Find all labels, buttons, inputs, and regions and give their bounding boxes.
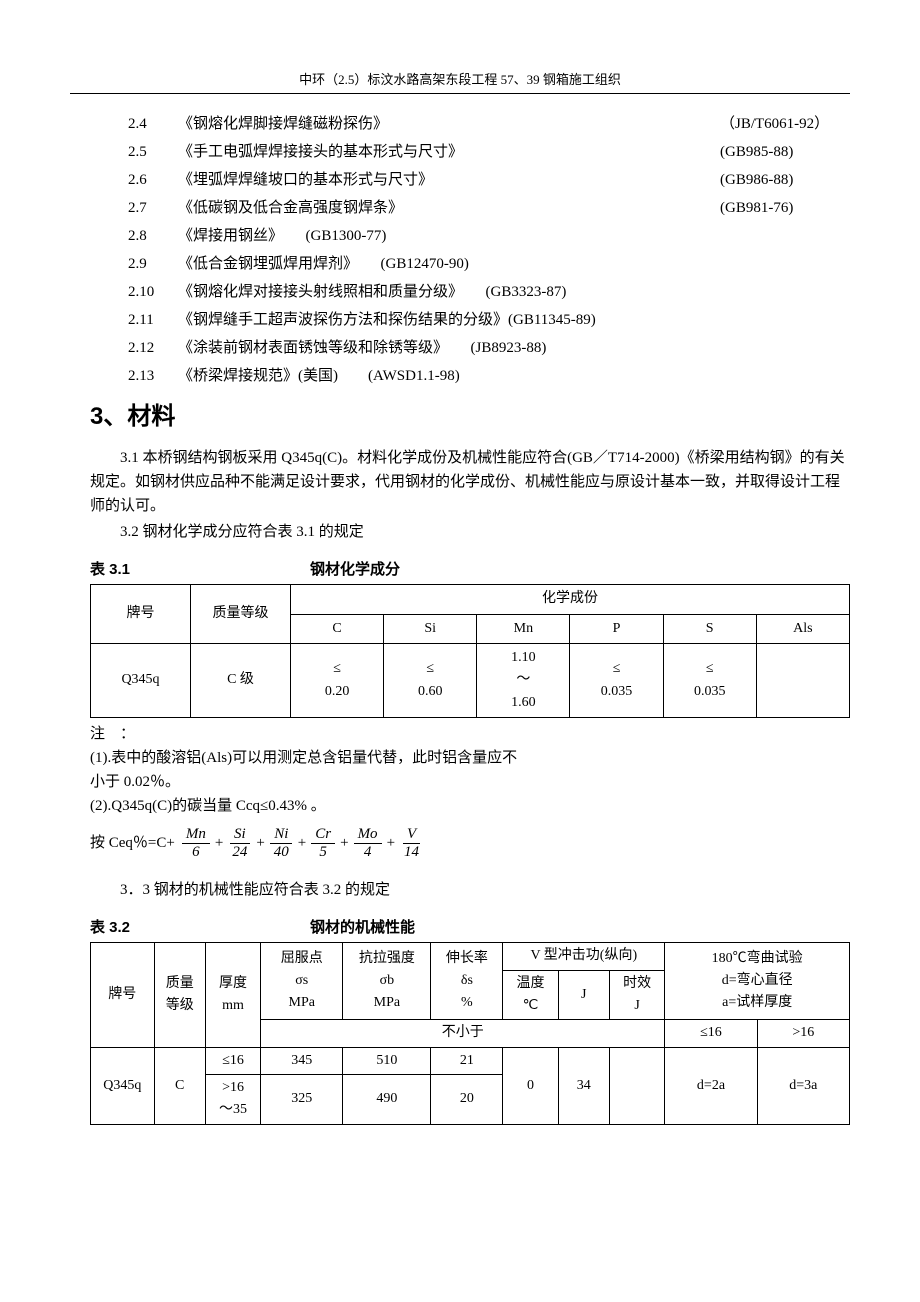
t1-h-brand: 牌号 xyxy=(91,585,191,644)
frac: Cr5 xyxy=(311,826,335,860)
t1-col: C xyxy=(291,614,384,643)
table-3-1: 牌号 质量等级 化学成份 C Si Mn P S Als Q345q C 级 ≤… xyxy=(90,584,850,718)
table-3-1-label: 表 3.1 钢材化学成分 xyxy=(90,558,850,582)
t2-h: 不小于 xyxy=(261,1020,665,1047)
t2-cell: d=2a xyxy=(665,1047,757,1124)
t2-cell: >16 ～35 xyxy=(205,1075,260,1125)
t1-cell: ≤ 0.20 xyxy=(291,643,384,717)
t2-cell xyxy=(609,1047,664,1124)
ref-row: 2.7《低碳钢及低合金高强度钢焊条》(GB981-76) xyxy=(128,196,850,220)
t2-cell: C xyxy=(154,1047,205,1124)
ref-code: （JB/T6061-92） xyxy=(720,112,850,136)
frac: V14 xyxy=(400,826,423,860)
t2-h: V 型冲击功(纵向) xyxy=(503,943,665,970)
t2-cell: ≤16 xyxy=(205,1047,260,1074)
formula-lead: 按 Ceq％=C+ xyxy=(90,831,175,855)
ref-row: 2.8《焊接用钢丝》 (GB1300-77) xyxy=(128,224,850,248)
table-3-2: 牌号 质量 等级 厚度 mm 屈服点 σs MPa 抗拉强度 σb MPa 伸长… xyxy=(90,942,850,1125)
t2-h: 抗拉强度 σb MPa xyxy=(343,943,431,1020)
t1-col: P xyxy=(570,614,663,643)
table-3-2-label: 表 3.2 钢材的机械性能 xyxy=(90,916,850,940)
frac: Mn6 xyxy=(182,826,210,860)
t1-h-grade: 质量等级 xyxy=(191,585,291,644)
t2-h: 伸长率 δs % xyxy=(431,943,503,1020)
table-label-num: 表 3.1 xyxy=(90,558,310,582)
table-notes: 注 ： (1).表中的酸溶铝(Als)可以用测定总含铝量代替，此时铝含量应不 小… xyxy=(70,722,850,818)
ref-row: 2.10《钢熔化焊对接接头射线照相和质量分级》 (GB3323-87) xyxy=(128,280,850,304)
paragraph-3-1: 3.1 本桥钢结构钢板采用 Q345q(C)。材料化学成份及机械性能应符合(GB… xyxy=(70,446,850,518)
t2-h: 质量 等级 xyxy=(154,943,205,1048)
t2-cell: 20 xyxy=(431,1075,503,1125)
ref-row: 2.4《钢熔化焊脚接焊缝磁粉探伤》（JB/T6061-92） xyxy=(128,112,850,136)
t1-h-chem: 化学成份 xyxy=(291,585,850,614)
page-header: 中环（2.5）标汶水路高架东段工程 57、39 钢箱施工组织 xyxy=(70,70,850,94)
t2-cell: 490 xyxy=(343,1075,431,1125)
reference-list: 2.4《钢熔化焊脚接焊缝磁粉探伤》（JB/T6061-92） 2.5《手工电弧焊… xyxy=(70,112,850,388)
notes-head: 注 ： xyxy=(90,722,850,746)
table-label-title: 钢材的机械性能 xyxy=(310,916,850,940)
ref-row: 2.12《涂装前钢材表面锈蚀等级和除锈等级》 (JB8923-88) xyxy=(128,336,850,360)
t2-h: 厚度 mm xyxy=(205,943,260,1048)
ref-row: 2.9《低合金钢埋弧焊用焊剂》 (GB12470-90) xyxy=(128,252,850,276)
paragraph-3-3: 3．3 钢材的机械性能应符合表 3.2 的规定 xyxy=(70,878,850,902)
t1-cell: 1.10 ～ 1.60 xyxy=(477,643,570,717)
t2-cell: 34 xyxy=(558,1047,609,1124)
section-heading: 3、材料 xyxy=(90,398,850,436)
t2-h: 180℃弯曲试验 d=弯心直径 a=试样厚度 xyxy=(665,943,850,1020)
t2-cell: 0 xyxy=(503,1047,558,1124)
t1-cell: ≤ 0.035 xyxy=(663,643,756,717)
t1-cell: C 级 xyxy=(191,643,291,717)
ref-row: 2.6《埋弧焊焊缝坡口的基本形式与尺寸》(GB986-88) xyxy=(128,168,850,192)
frac: Ni40 xyxy=(270,826,293,860)
t1-col: S xyxy=(663,614,756,643)
t2-h: 时效 J xyxy=(609,970,664,1020)
t1-cell: Q345q xyxy=(91,643,191,717)
ceq-formula: 按 Ceq％=C+ Mn6+ Si24+ Ni40+ Cr5+ Mo4+ V14 xyxy=(70,826,850,860)
note-1b: 小于 0.02％。 xyxy=(90,770,850,794)
frac: Si24 xyxy=(228,826,251,860)
t2-h: ≤16 xyxy=(665,1020,757,1047)
paragraph-3-2: 3.2 钢材化学成分应符合表 3.1 的规定 xyxy=(70,520,850,544)
table-label-num: 表 3.2 xyxy=(90,916,310,940)
t2-cell: Q345q xyxy=(91,1047,155,1124)
t2-cell: 21 xyxy=(431,1047,503,1074)
frac: Mo4 xyxy=(354,826,382,860)
ref-row: 2.11《钢焊缝手工超声波探伤方法和探伤结果的分级》(GB11345-89) xyxy=(128,308,850,332)
t1-cell: ≤ 0.60 xyxy=(384,643,477,717)
t2-cell: d=3a xyxy=(757,1047,849,1124)
ref-num: 2.4 xyxy=(128,112,178,136)
table-label-title: 钢材化学成分 xyxy=(310,558,850,582)
t2-h: >16 xyxy=(757,1020,849,1047)
t2-h: 牌号 xyxy=(91,943,155,1048)
t2-h: 温度 ℃ xyxy=(503,970,558,1020)
ref-row: 2.13《桥梁焊接规范》(美国) (AWSD1.1-98) xyxy=(128,364,850,388)
t1-col: Als xyxy=(756,614,849,643)
note-2: (2).Q345q(C)的碳当量 Ccq≤0.43% 。 xyxy=(90,794,850,818)
t1-col: Mn xyxy=(477,614,570,643)
note-1a: (1).表中的酸溶铝(Als)可以用测定总含铝量代替，此时铝含量应不 xyxy=(90,746,850,770)
t2-cell: 510 xyxy=(343,1047,431,1074)
t1-col: Si xyxy=(384,614,477,643)
t2-h: 屈服点 σs MPa xyxy=(261,943,343,1020)
t1-cell: ≤ 0.035 xyxy=(570,643,663,717)
ref-row: 2.5《手工电弧焊焊接接头的基本形式与尺寸》(GB985-88) xyxy=(128,140,850,164)
t1-cell xyxy=(756,643,849,717)
t2-cell: 325 xyxy=(261,1075,343,1125)
ref-title: 《钢熔化焊脚接焊缝磁粉探伤》 xyxy=(178,112,720,136)
t2-h: J xyxy=(558,970,609,1020)
t2-cell: 345 xyxy=(261,1047,343,1074)
